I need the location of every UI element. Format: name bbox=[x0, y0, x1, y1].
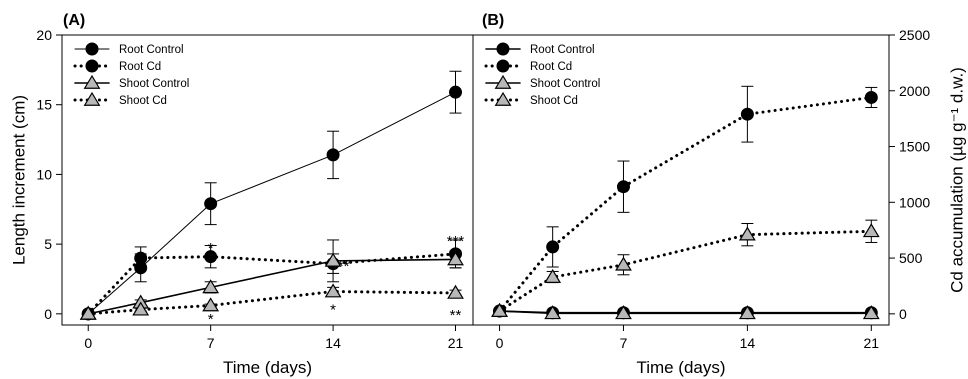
x-tick-label: 14 bbox=[325, 335, 341, 351]
y-tick-label: 1500 bbox=[899, 139, 930, 155]
panel-label: (B) bbox=[482, 12, 504, 29]
legend-marker bbox=[494, 74, 512, 89]
data-point bbox=[449, 85, 463, 99]
legend-label: Shoot Cd bbox=[119, 95, 167, 107]
series-line bbox=[87, 91, 457, 315]
x-tick-label: 14 bbox=[740, 335, 756, 351]
legend-marker bbox=[83, 74, 101, 89]
x-tick-label: 7 bbox=[620, 335, 628, 351]
significance-mark: ** bbox=[450, 307, 462, 324]
legend-label: Root Cd bbox=[530, 61, 572, 73]
y-tick-label: 500 bbox=[899, 250, 923, 266]
data-point bbox=[134, 251, 148, 265]
legend-label: Root Cd bbox=[119, 61, 161, 73]
legend-marker bbox=[494, 91, 512, 106]
y-tick-label: 10 bbox=[36, 166, 52, 182]
y-tick-label: 5 bbox=[44, 236, 52, 252]
data-point bbox=[79, 305, 97, 320]
panel-a-length-increment: 0 7 14 21 0 5 10 15 20 Time (days) Length incremen… bbox=[10, 12, 474, 377]
data-point bbox=[862, 223, 880, 238]
data-point bbox=[738, 305, 756, 320]
data-point bbox=[616, 180, 630, 194]
series-shoot-control bbox=[79, 239, 464, 320]
legend-marker bbox=[496, 59, 510, 73]
data-point bbox=[204, 197, 218, 211]
legend-marker bbox=[85, 59, 99, 73]
legend-label: Shoot Control bbox=[530, 78, 600, 90]
legend-marker bbox=[496, 42, 510, 56]
data-point bbox=[447, 284, 464, 299]
legend-label: Shoot Control bbox=[119, 78, 189, 90]
series-root-control bbox=[81, 70, 463, 321]
data-point bbox=[202, 297, 220, 312]
legend-label: Shoot Cd bbox=[530, 95, 578, 107]
legend-label: Root Control bbox=[530, 44, 595, 56]
legend: Root Control Root Cd Shoot Control Shoot Cd bbox=[484, 42, 600, 107]
significance-mark: * bbox=[208, 311, 214, 328]
legend-marker bbox=[83, 91, 101, 106]
y-tick-label: 1000 bbox=[899, 194, 930, 210]
data-point bbox=[202, 279, 220, 294]
data-point bbox=[491, 302, 508, 317]
x-tick-label: 21 bbox=[448, 335, 464, 351]
y-axis-label: Length increment (cm) bbox=[10, 95, 29, 265]
data-point bbox=[862, 305, 880, 320]
data-point bbox=[132, 301, 150, 316]
series-shoot-cd bbox=[491, 219, 880, 317]
data-point bbox=[447, 251, 464, 266]
y-tick-label: 15 bbox=[36, 97, 52, 113]
panel-b-cd-accumulation: 0 7 14 21 0 500 1000 1500 2000 2500 Time (days) Cd … bbox=[472, 12, 967, 377]
data-point bbox=[615, 305, 632, 320]
y-tick-label: 2000 bbox=[899, 83, 930, 99]
y-tick-label: 2500 bbox=[899, 27, 930, 43]
y-tick-label: 0 bbox=[899, 306, 907, 322]
legend-label: Root Control bbox=[119, 44, 184, 56]
data-point bbox=[324, 252, 342, 267]
legend: Root Control Root Cd Shoot Control Shoot Cd bbox=[73, 42, 189, 107]
x-tick-label: 0 bbox=[496, 335, 504, 351]
data-point bbox=[544, 268, 562, 283]
y-tick-label: 0 bbox=[44, 306, 52, 322]
data-point bbox=[326, 148, 340, 162]
data-point bbox=[738, 226, 756, 241]
x-tick-label: 7 bbox=[207, 335, 215, 351]
plot-frame bbox=[472, 34, 890, 326]
significance-mark: * bbox=[330, 301, 336, 318]
data-point bbox=[615, 256, 632, 271]
series-shoot-cd bbox=[79, 283, 464, 320]
legend-marker bbox=[85, 42, 99, 56]
significance-mark: ** bbox=[338, 258, 350, 275]
data-point bbox=[740, 107, 754, 121]
data-point bbox=[546, 240, 560, 254]
y-axis-label: Cd accumulation (µg g⁻¹ d.w.) bbox=[948, 67, 967, 293]
significance-mark: * bbox=[208, 240, 214, 257]
data-point bbox=[324, 283, 342, 298]
x-tick-label: 21 bbox=[864, 335, 880, 351]
data-point bbox=[864, 90, 878, 104]
x-axis-label: Time (days) bbox=[223, 358, 312, 377]
data-point bbox=[204, 250, 218, 264]
series-shoot-control bbox=[491, 302, 880, 320]
panel-label: (A) bbox=[63, 12, 85, 29]
x-tick-label: 0 bbox=[84, 335, 92, 351]
x-axis-label: Time (days) bbox=[636, 358, 725, 377]
data-point bbox=[544, 305, 562, 320]
y-tick-label: 20 bbox=[36, 27, 52, 43]
significance-mark: *** bbox=[447, 233, 465, 250]
